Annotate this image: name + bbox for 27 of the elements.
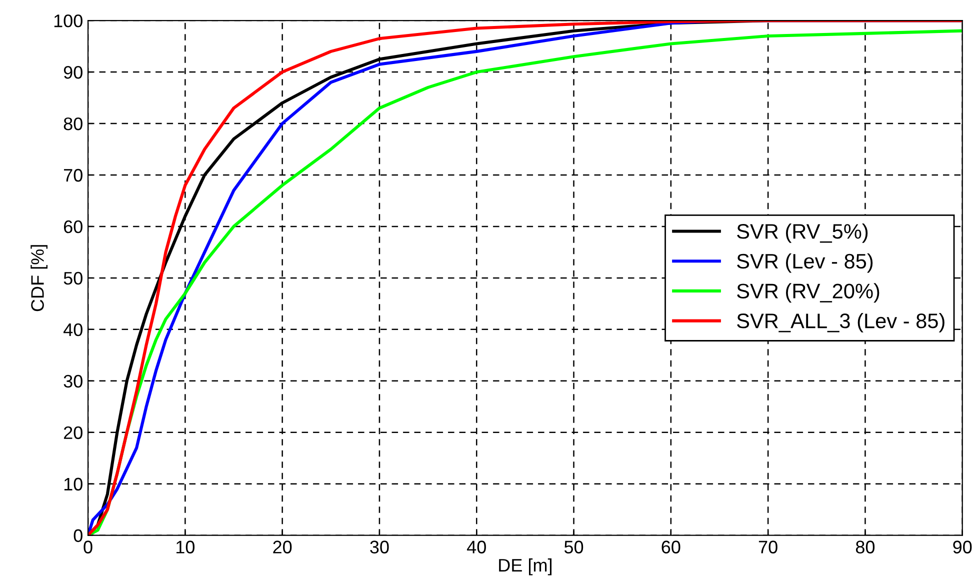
legend-label: SVR (RV_5%)	[737, 223, 868, 243]
x-tick-label: 60	[662, 540, 680, 554]
x-tick-label: 30	[370, 540, 389, 554]
x-tick-label: 20	[273, 540, 292, 554]
y-tick-label: 40	[63, 323, 82, 336]
x-tick-label: 90	[953, 540, 972, 554]
x-axis-title: DE [m]	[499, 558, 552, 576]
y-tick-label: 0	[74, 529, 82, 542]
y-axis-title: CDF [%]	[30, 245, 48, 312]
legend-label: SVR_ALL_3 (Lev - 85)	[737, 312, 944, 332]
y-tick-label: 80	[64, 117, 82, 130]
x-tick-label: 50	[564, 540, 584, 554]
y-tick-label: 50	[64, 272, 82, 285]
y-tick-label: 100	[54, 14, 82, 28]
y-tick-label: 70	[64, 168, 82, 182]
y-tick-label: 30	[64, 374, 82, 388]
y-tick-label: 10	[64, 478, 82, 491]
y-tick-label: 60	[64, 220, 82, 234]
legend-label: SVR (Lev - 85)	[737, 253, 873, 273]
x-tick-label: 40	[466, 540, 486, 554]
x-tick-label: 0	[84, 540, 92, 554]
legend-label: SVR (RV_20%)	[737, 283, 880, 303]
y-tick-label: 20	[64, 426, 82, 440]
x-tick-label: 80	[856, 540, 875, 554]
y-tick-label: 90	[64, 66, 82, 79]
x-tick-label: 70	[758, 540, 778, 554]
x-tick-label: 10	[176, 540, 195, 554]
